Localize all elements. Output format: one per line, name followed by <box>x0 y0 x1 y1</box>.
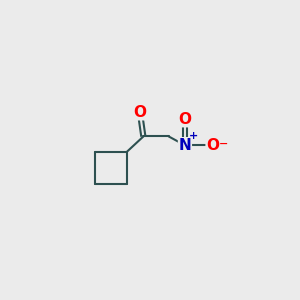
Text: O: O <box>178 112 191 127</box>
Text: O: O <box>134 105 146 120</box>
Text: N: N <box>178 138 191 153</box>
Text: −: − <box>219 138 228 148</box>
Text: O: O <box>206 138 219 153</box>
Text: +: + <box>189 131 198 142</box>
